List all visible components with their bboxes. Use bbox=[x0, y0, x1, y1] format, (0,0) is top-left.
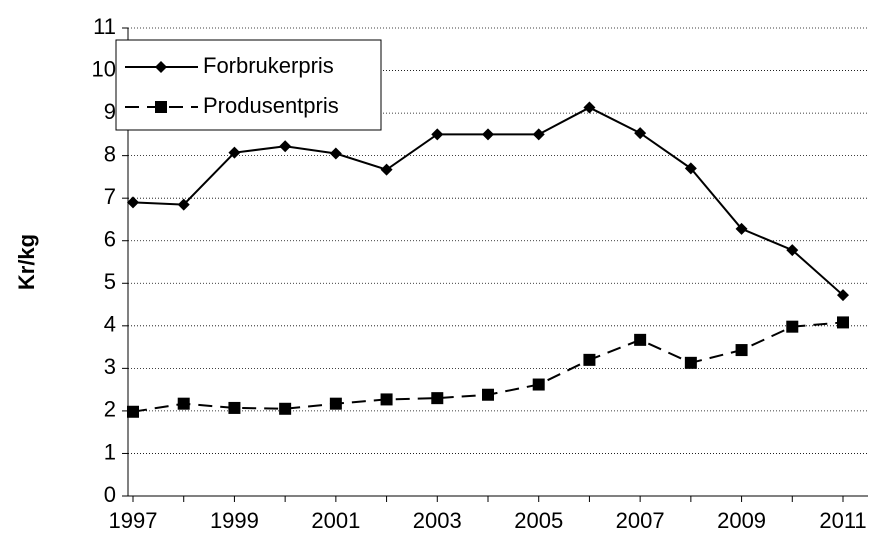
y-tick-label: 4 bbox=[104, 312, 116, 337]
data-point bbox=[735, 222, 748, 235]
legend-marker bbox=[155, 101, 167, 113]
data-point bbox=[583, 101, 596, 114]
legend-marker bbox=[155, 61, 167, 73]
data-point bbox=[482, 388, 494, 401]
legend-label: Produsentpris bbox=[203, 93, 339, 118]
legend-box bbox=[115, 39, 382, 131]
data-point bbox=[634, 333, 647, 346]
x-tick-label: 2005 bbox=[514, 508, 563, 533]
y-axis-label: Kr/kg bbox=[14, 234, 39, 290]
x-tick-label: 2003 bbox=[413, 508, 462, 533]
data-point bbox=[177, 198, 190, 211]
data-point bbox=[127, 196, 139, 209]
x-tick-label: 1999 bbox=[210, 508, 259, 533]
data-point bbox=[127, 405, 139, 418]
data-point bbox=[684, 162, 697, 175]
x-tick-label: 2009 bbox=[717, 508, 766, 533]
x-tick-label: 1997 bbox=[109, 508, 158, 533]
data-point bbox=[684, 356, 697, 369]
y-tick-label: 3 bbox=[104, 354, 116, 379]
data-point bbox=[431, 392, 444, 405]
data-point bbox=[279, 140, 292, 153]
data-point bbox=[786, 244, 799, 257]
legend-label: Forbrukerpris bbox=[203, 53, 334, 78]
data-point bbox=[634, 127, 647, 140]
data-point bbox=[532, 128, 545, 141]
y-tick-label: 1 bbox=[104, 439, 116, 464]
data-point bbox=[329, 147, 342, 160]
data-point bbox=[837, 316, 849, 329]
legend: Forbrukerpris Produsentpris bbox=[115, 39, 382, 131]
x-tick-label: 2011 bbox=[819, 508, 866, 533]
data-point bbox=[837, 289, 849, 302]
data-point bbox=[279, 402, 292, 415]
data-point bbox=[431, 128, 444, 141]
y-tick-label: 0 bbox=[104, 482, 116, 507]
y-tick-label: 8 bbox=[104, 141, 116, 166]
data-point bbox=[228, 401, 241, 414]
data-point bbox=[583, 353, 596, 366]
y-tick-label: 9 bbox=[104, 99, 116, 124]
data-point bbox=[532, 378, 545, 391]
y-tick-label: 7 bbox=[104, 184, 116, 209]
data-point bbox=[786, 320, 799, 333]
data-point bbox=[329, 397, 342, 410]
y-tick-label: 11 bbox=[93, 14, 116, 39]
data-point bbox=[380, 163, 393, 176]
data-point bbox=[380, 393, 393, 406]
data-point bbox=[482, 128, 494, 141]
data-point bbox=[177, 397, 190, 410]
data-point bbox=[228, 146, 241, 159]
data-point bbox=[735, 344, 748, 357]
y-tick-label: 5 bbox=[104, 269, 116, 294]
y-tick-label: 10 bbox=[92, 56, 116, 81]
y-tick-label: 6 bbox=[104, 227, 116, 252]
x-tick-label: 2001 bbox=[311, 508, 360, 533]
x-tick-label: 2007 bbox=[616, 508, 665, 533]
y-tick-label: 2 bbox=[104, 397, 116, 422]
